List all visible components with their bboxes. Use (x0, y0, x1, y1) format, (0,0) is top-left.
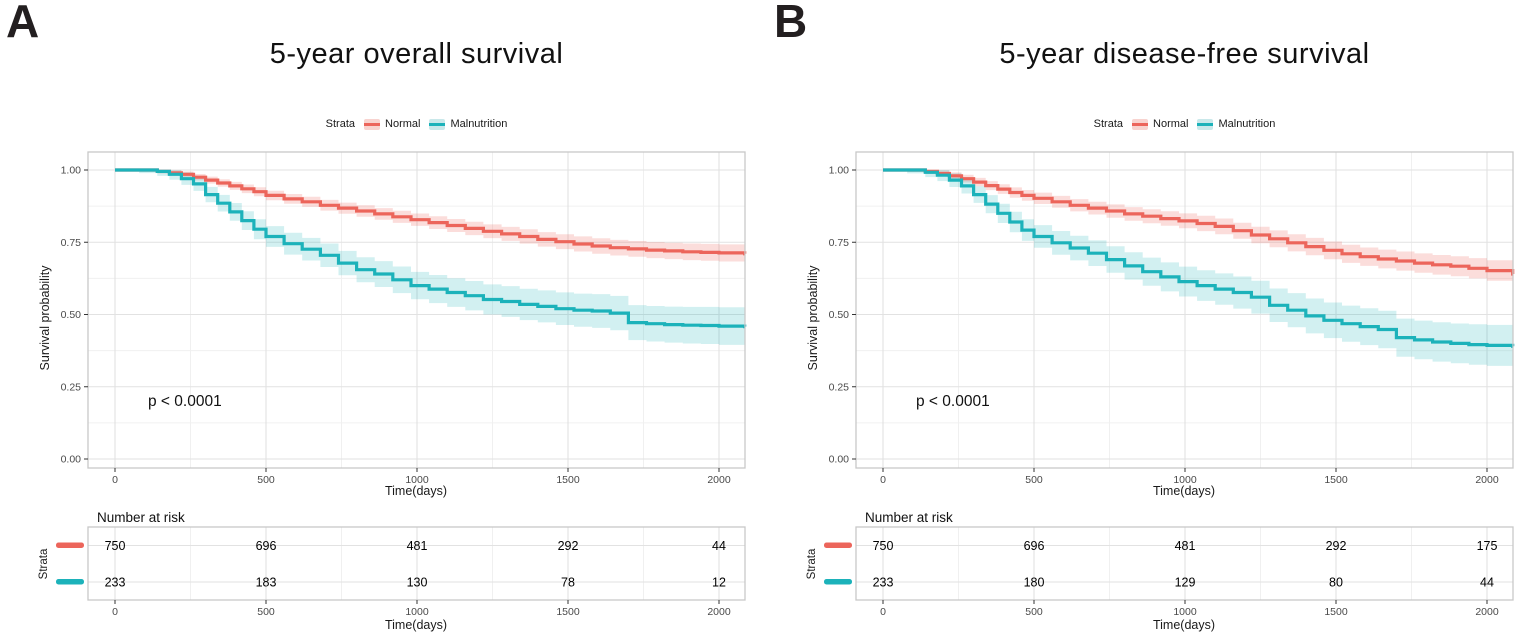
svg-text:44: 44 (1480, 576, 1494, 590)
svg-text:500: 500 (257, 606, 275, 618)
legend-label-normal: Normal (385, 118, 421, 130)
svg-text:2000: 2000 (1475, 606, 1499, 618)
legend: Strata Normal Malnutrition (88, 118, 745, 130)
legend-label-malnutrition: Malnutrition (450, 118, 508, 130)
risk-table-title: Number at risk (865, 510, 953, 525)
risk-table-title: Number at risk (97, 510, 185, 525)
x-axis-title: Time(days) (1153, 484, 1215, 498)
legend-title: Strata (325, 118, 356, 130)
svg-text:1500: 1500 (556, 474, 580, 486)
svg-text:129: 129 (1175, 576, 1196, 590)
svg-text:500: 500 (257, 474, 275, 486)
svg-text:481: 481 (1175, 539, 1196, 553)
risk-strata-label: Strata (38, 548, 50, 579)
svg-text:175: 175 (1477, 539, 1498, 553)
svg-text:80: 80 (1329, 576, 1343, 590)
svg-text:0.75: 0.75 (829, 237, 850, 249)
svg-text:0.00: 0.00 (61, 454, 82, 466)
svg-text:750: 750 (105, 539, 126, 553)
svg-text:12: 12 (712, 576, 726, 590)
svg-text:130: 130 (407, 576, 428, 590)
survival-chart: 0.00 0.25 0.50 0.75 1.00 0 500 1000 1500 2000 Sur… (38, 151, 747, 498)
svg-text:1.00: 1.00 (61, 165, 82, 177)
panel-a-letter: A (6, 0, 40, 47)
legend-item-normal: Normal (364, 118, 420, 130)
p-value: p < 0.0001 (148, 393, 222, 410)
svg-text:0.25: 0.25 (61, 381, 82, 393)
chart-title: 5-year disease-free survival (999, 38, 1370, 70)
svg-text:292: 292 (558, 539, 579, 553)
risk-x-axis-title: Time(days) (1153, 618, 1215, 632)
svg-text:2000: 2000 (1475, 474, 1499, 486)
risk-table: 750 696 481 292 175 233 180 129 80 44 0 500 1000 1500… (806, 510, 1514, 632)
risk-strata-label: Strata (806, 548, 818, 579)
chart-title: 5-year overall survival (269, 38, 564, 70)
svg-text:78: 78 (561, 576, 575, 590)
svg-text:696: 696 (256, 539, 277, 553)
svg-text:1500: 1500 (1324, 474, 1348, 486)
legend-item-malnutrition: Malnutrition (429, 118, 507, 130)
p-value: p < 0.0001 (916, 393, 990, 410)
panel-b: B 5-year disease-free survival Strata No… (768, 0, 1535, 638)
svg-text:0.25: 0.25 (829, 381, 850, 393)
svg-text:0.75: 0.75 (61, 237, 82, 249)
legend-key-normal-icon (364, 118, 381, 130)
legend-title: Strata (1093, 118, 1124, 130)
legend: Strata Normal Malnutrition (856, 118, 1513, 130)
svg-text:292: 292 (1326, 539, 1347, 553)
y-axis-title: Survival probability (806, 265, 820, 371)
svg-text:1000: 1000 (405, 474, 429, 486)
svg-text:500: 500 (1025, 474, 1043, 486)
risk-table: 750 696 481 292 44 233 183 130 78 12 0 500 1000 1500 2… (38, 510, 746, 632)
svg-text:233: 233 (873, 576, 894, 590)
svg-text:0.50: 0.50 (829, 309, 850, 321)
svg-text:1500: 1500 (556, 606, 580, 618)
legend-item-malnutrition: Malnutrition (1197, 118, 1275, 130)
svg-text:233: 233 (105, 576, 126, 590)
survival-chart: 0.00 0.25 0.50 0.75 1.00 0 500 1000 1500 2000 Sur… (806, 151, 1515, 498)
svg-text:481: 481 (407, 539, 428, 553)
svg-text:0.50: 0.50 (61, 309, 82, 321)
legend-label-malnutrition: Malnutrition (1218, 118, 1276, 130)
panel-a: A 5-year overall survival Strata Normal … (0, 0, 767, 638)
svg-text:696: 696 (1024, 539, 1045, 553)
svg-text:0: 0 (112, 606, 118, 618)
svg-text:1500: 1500 (1324, 606, 1348, 618)
svg-text:1.00: 1.00 (829, 165, 850, 177)
x-axis-title: Time(days) (385, 484, 447, 498)
svg-text:0: 0 (880, 606, 886, 618)
svg-text:500: 500 (1025, 606, 1043, 618)
risk-x-axis-title: Time(days) (385, 618, 447, 632)
svg-text:180: 180 (1024, 576, 1045, 590)
svg-text:2000: 2000 (707, 474, 731, 486)
svg-text:1000: 1000 (1173, 606, 1197, 618)
legend-item-normal: Normal (1132, 118, 1188, 130)
svg-text:1000: 1000 (1173, 474, 1197, 486)
svg-text:0: 0 (112, 474, 118, 486)
legend-key-malnutrition-icon (429, 118, 446, 130)
svg-text:1000: 1000 (405, 606, 429, 618)
svg-text:183: 183 (256, 576, 277, 590)
svg-text:2000: 2000 (707, 606, 731, 618)
svg-text:0: 0 (880, 474, 886, 486)
svg-text:0.00: 0.00 (829, 454, 850, 466)
legend-key-malnutrition-icon (1197, 118, 1214, 130)
legend-key-normal-icon (1132, 118, 1149, 130)
svg-text:750: 750 (873, 539, 894, 553)
y-axis-title: Survival probability (38, 265, 52, 371)
panel-b-letter: B (774, 0, 808, 47)
svg-text:44: 44 (712, 539, 726, 553)
legend-label-normal: Normal (1153, 118, 1189, 130)
